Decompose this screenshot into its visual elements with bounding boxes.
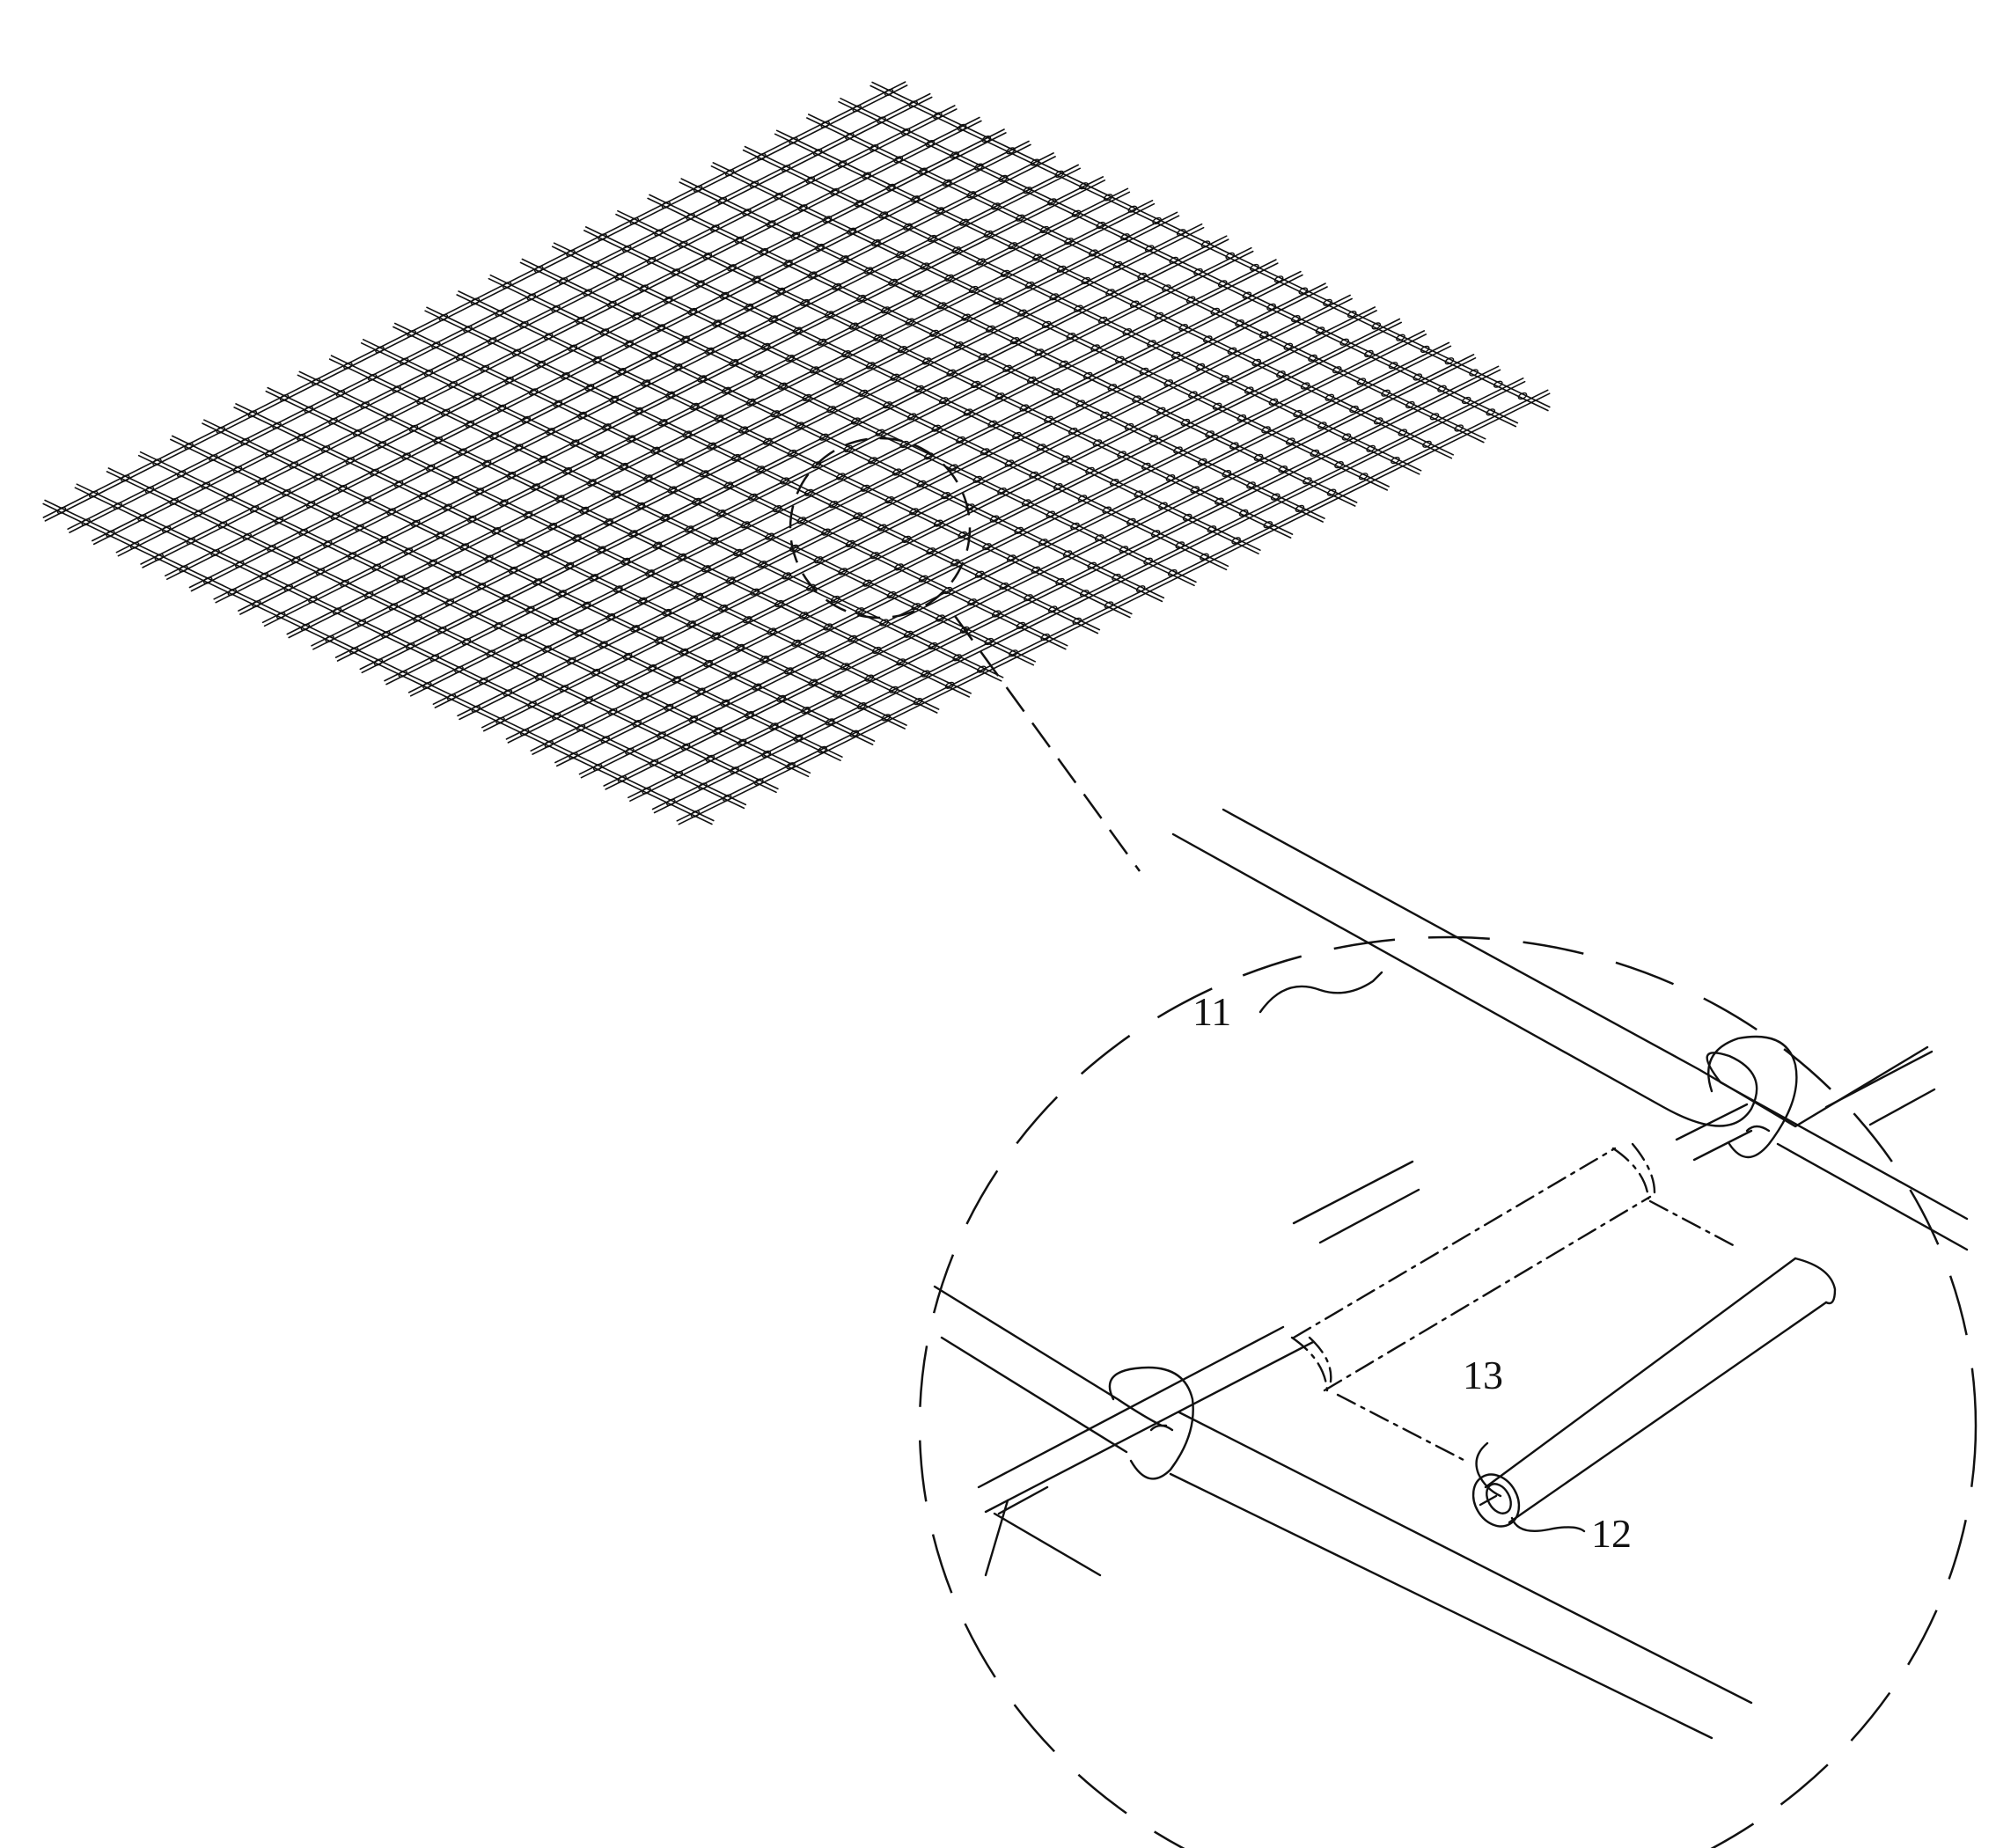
label-wire: 11 <box>1192 989 1231 1034</box>
label-tube: 12 <box>1591 1511 1632 1556</box>
label-slit: 13 <box>1463 1353 1503 1397</box>
